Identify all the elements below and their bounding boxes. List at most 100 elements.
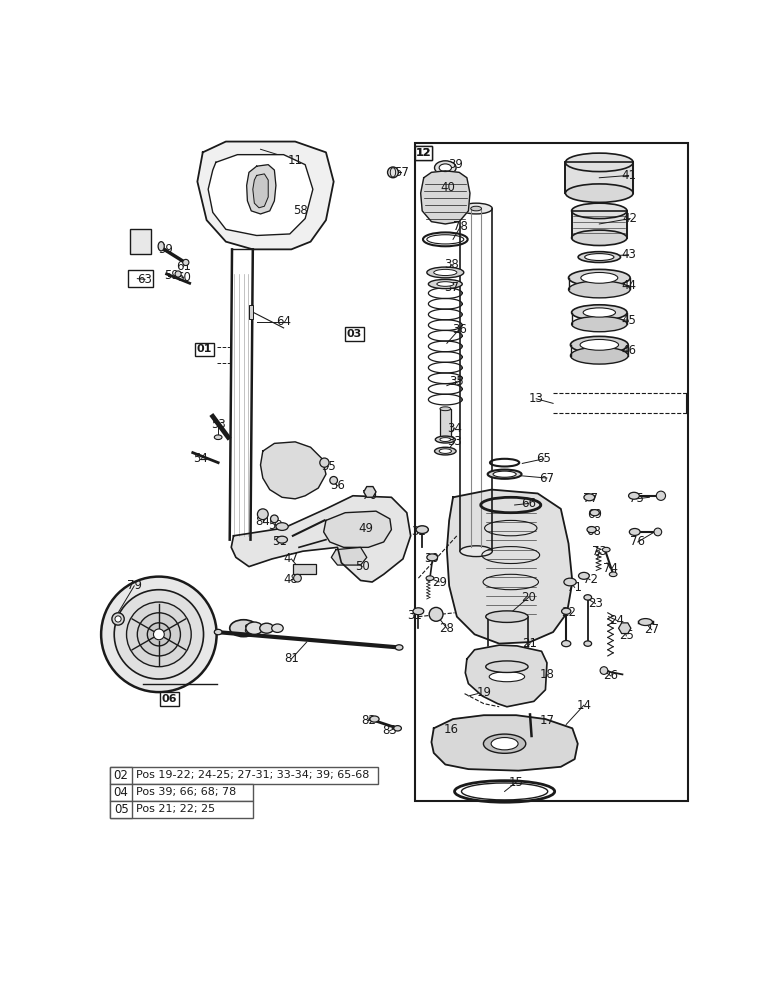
Ellipse shape <box>435 161 456 175</box>
Circle shape <box>183 259 189 266</box>
Ellipse shape <box>609 572 617 577</box>
Polygon shape <box>432 715 577 771</box>
Ellipse shape <box>470 206 481 211</box>
Ellipse shape <box>413 608 424 615</box>
Ellipse shape <box>395 645 403 650</box>
Text: 16: 16 <box>444 723 459 736</box>
Text: 53: 53 <box>211 418 226 431</box>
Bar <box>415 146 432 160</box>
Text: 20: 20 <box>521 591 536 604</box>
Polygon shape <box>465 645 547 707</box>
Polygon shape <box>253 174 268 208</box>
Ellipse shape <box>629 528 640 535</box>
Ellipse shape <box>484 734 525 753</box>
Ellipse shape <box>260 623 274 633</box>
Text: 41: 41 <box>621 169 636 182</box>
Text: 27: 27 <box>644 623 660 636</box>
Ellipse shape <box>491 738 518 750</box>
Ellipse shape <box>434 269 457 276</box>
Text: 72: 72 <box>583 573 598 586</box>
Ellipse shape <box>639 619 653 626</box>
Circle shape <box>101 577 217 692</box>
Text: 32: 32 <box>411 525 425 538</box>
Text: 56: 56 <box>330 479 345 492</box>
Ellipse shape <box>215 629 222 635</box>
Text: 05: 05 <box>114 803 129 816</box>
Text: 04: 04 <box>114 786 129 799</box>
Circle shape <box>330 477 338 484</box>
Ellipse shape <box>277 536 288 543</box>
Polygon shape <box>324 511 391 547</box>
Polygon shape <box>198 142 334 249</box>
Text: 50: 50 <box>355 560 370 573</box>
Text: 45: 45 <box>621 314 636 327</box>
Circle shape <box>114 590 204 679</box>
Text: 83: 83 <box>383 724 398 737</box>
Ellipse shape <box>590 510 599 516</box>
Text: Pos 21; 22; 25: Pos 21; 22; 25 <box>136 804 215 814</box>
Circle shape <box>112 613 124 625</box>
Ellipse shape <box>569 281 630 298</box>
Text: 55: 55 <box>321 460 336 473</box>
Circle shape <box>294 574 301 582</box>
Text: 65: 65 <box>536 452 551 465</box>
Text: 40: 40 <box>440 181 455 194</box>
Text: 73: 73 <box>592 545 607 558</box>
Polygon shape <box>447 490 573 644</box>
Text: 78: 78 <box>453 220 468 233</box>
Ellipse shape <box>487 470 522 479</box>
Bar <box>195 343 214 356</box>
Text: 26: 26 <box>604 669 618 682</box>
Ellipse shape <box>436 436 456 443</box>
Ellipse shape <box>572 305 627 320</box>
Text: 03: 03 <box>347 329 362 339</box>
Text: 11: 11 <box>288 154 303 167</box>
Text: 48: 48 <box>284 573 298 586</box>
Ellipse shape <box>562 641 571 647</box>
Bar <box>572 211 627 238</box>
Bar <box>345 327 363 341</box>
Ellipse shape <box>435 447 456 455</box>
Text: 63: 63 <box>138 273 153 286</box>
Ellipse shape <box>584 641 591 646</box>
Text: 74: 74 <box>603 562 618 575</box>
Ellipse shape <box>493 471 516 477</box>
Ellipse shape <box>440 438 451 441</box>
Ellipse shape <box>578 252 621 262</box>
Bar <box>128 270 153 287</box>
Bar <box>110 784 253 801</box>
Bar <box>572 211 627 238</box>
Ellipse shape <box>440 438 451 441</box>
Text: 34: 34 <box>447 422 462 434</box>
Text: 81: 81 <box>284 652 298 666</box>
Ellipse shape <box>439 449 452 453</box>
Text: 82: 82 <box>361 714 376 727</box>
Ellipse shape <box>578 572 589 579</box>
Text: 39: 39 <box>448 158 463 171</box>
Ellipse shape <box>276 523 288 530</box>
Ellipse shape <box>572 203 627 219</box>
Text: 54: 54 <box>193 452 208 465</box>
Bar <box>566 162 633 193</box>
Circle shape <box>429 607 443 621</box>
Text: 30: 30 <box>424 552 439 565</box>
Text: 35: 35 <box>449 375 464 388</box>
Ellipse shape <box>570 347 629 364</box>
Text: 28: 28 <box>439 622 454 635</box>
Text: 12: 12 <box>416 148 432 158</box>
Text: 60: 60 <box>176 271 191 284</box>
Ellipse shape <box>370 716 379 722</box>
Text: 76: 76 <box>630 535 646 548</box>
Text: 57: 57 <box>394 166 409 179</box>
Bar <box>110 784 132 801</box>
Bar <box>110 767 378 784</box>
Ellipse shape <box>215 435 222 440</box>
Text: 44: 44 <box>621 279 636 292</box>
Ellipse shape <box>584 494 594 501</box>
Text: 69: 69 <box>587 508 602 521</box>
Circle shape <box>153 629 164 640</box>
Ellipse shape <box>158 242 164 251</box>
Text: 18: 18 <box>539 668 554 681</box>
Text: 51: 51 <box>272 535 288 548</box>
Ellipse shape <box>566 153 633 172</box>
